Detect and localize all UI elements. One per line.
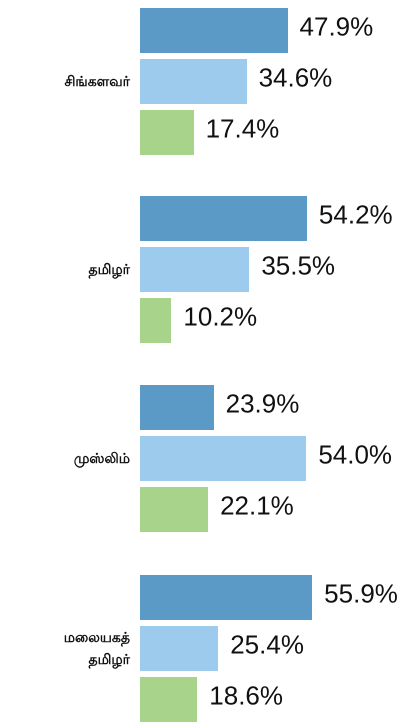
bar: [140, 436, 307, 481]
bar: [140, 487, 209, 532]
category-label: முஸ்லிம்: [73, 450, 130, 467]
value-label: 25.4%: [230, 629, 304, 659]
bar: [140, 59, 247, 104]
value-label: 22.1%: [220, 490, 294, 520]
value-label: 23.9%: [225, 388, 300, 418]
bar: [140, 196, 307, 241]
value-label: 47.9%: [299, 11, 374, 41]
bar: [140, 626, 219, 671]
category-label: தமிழர்: [88, 261, 130, 278]
value-label: 35.5%: [261, 250, 336, 280]
value-label: 55.9%: [324, 578, 398, 608]
bar: [140, 385, 214, 430]
bar: [140, 110, 194, 155]
value-label: 54.2%: [318, 199, 393, 229]
value-label: 10.2%: [183, 301, 258, 331]
value-label: 54.0%: [318, 439, 393, 469]
category-label: மலையகத் தமிழர்: [63, 629, 130, 668]
value-label: 34.6%: [258, 62, 333, 92]
value-label: 18.6%: [209, 680, 284, 710]
bar: [140, 298, 172, 343]
value-label: 17.4%: [205, 113, 280, 143]
bar: [140, 247, 250, 292]
bar: [140, 8, 288, 53]
bar: [140, 677, 198, 722]
bar: [140, 575, 313, 620]
category-label: சிங்களவர்: [64, 73, 130, 90]
